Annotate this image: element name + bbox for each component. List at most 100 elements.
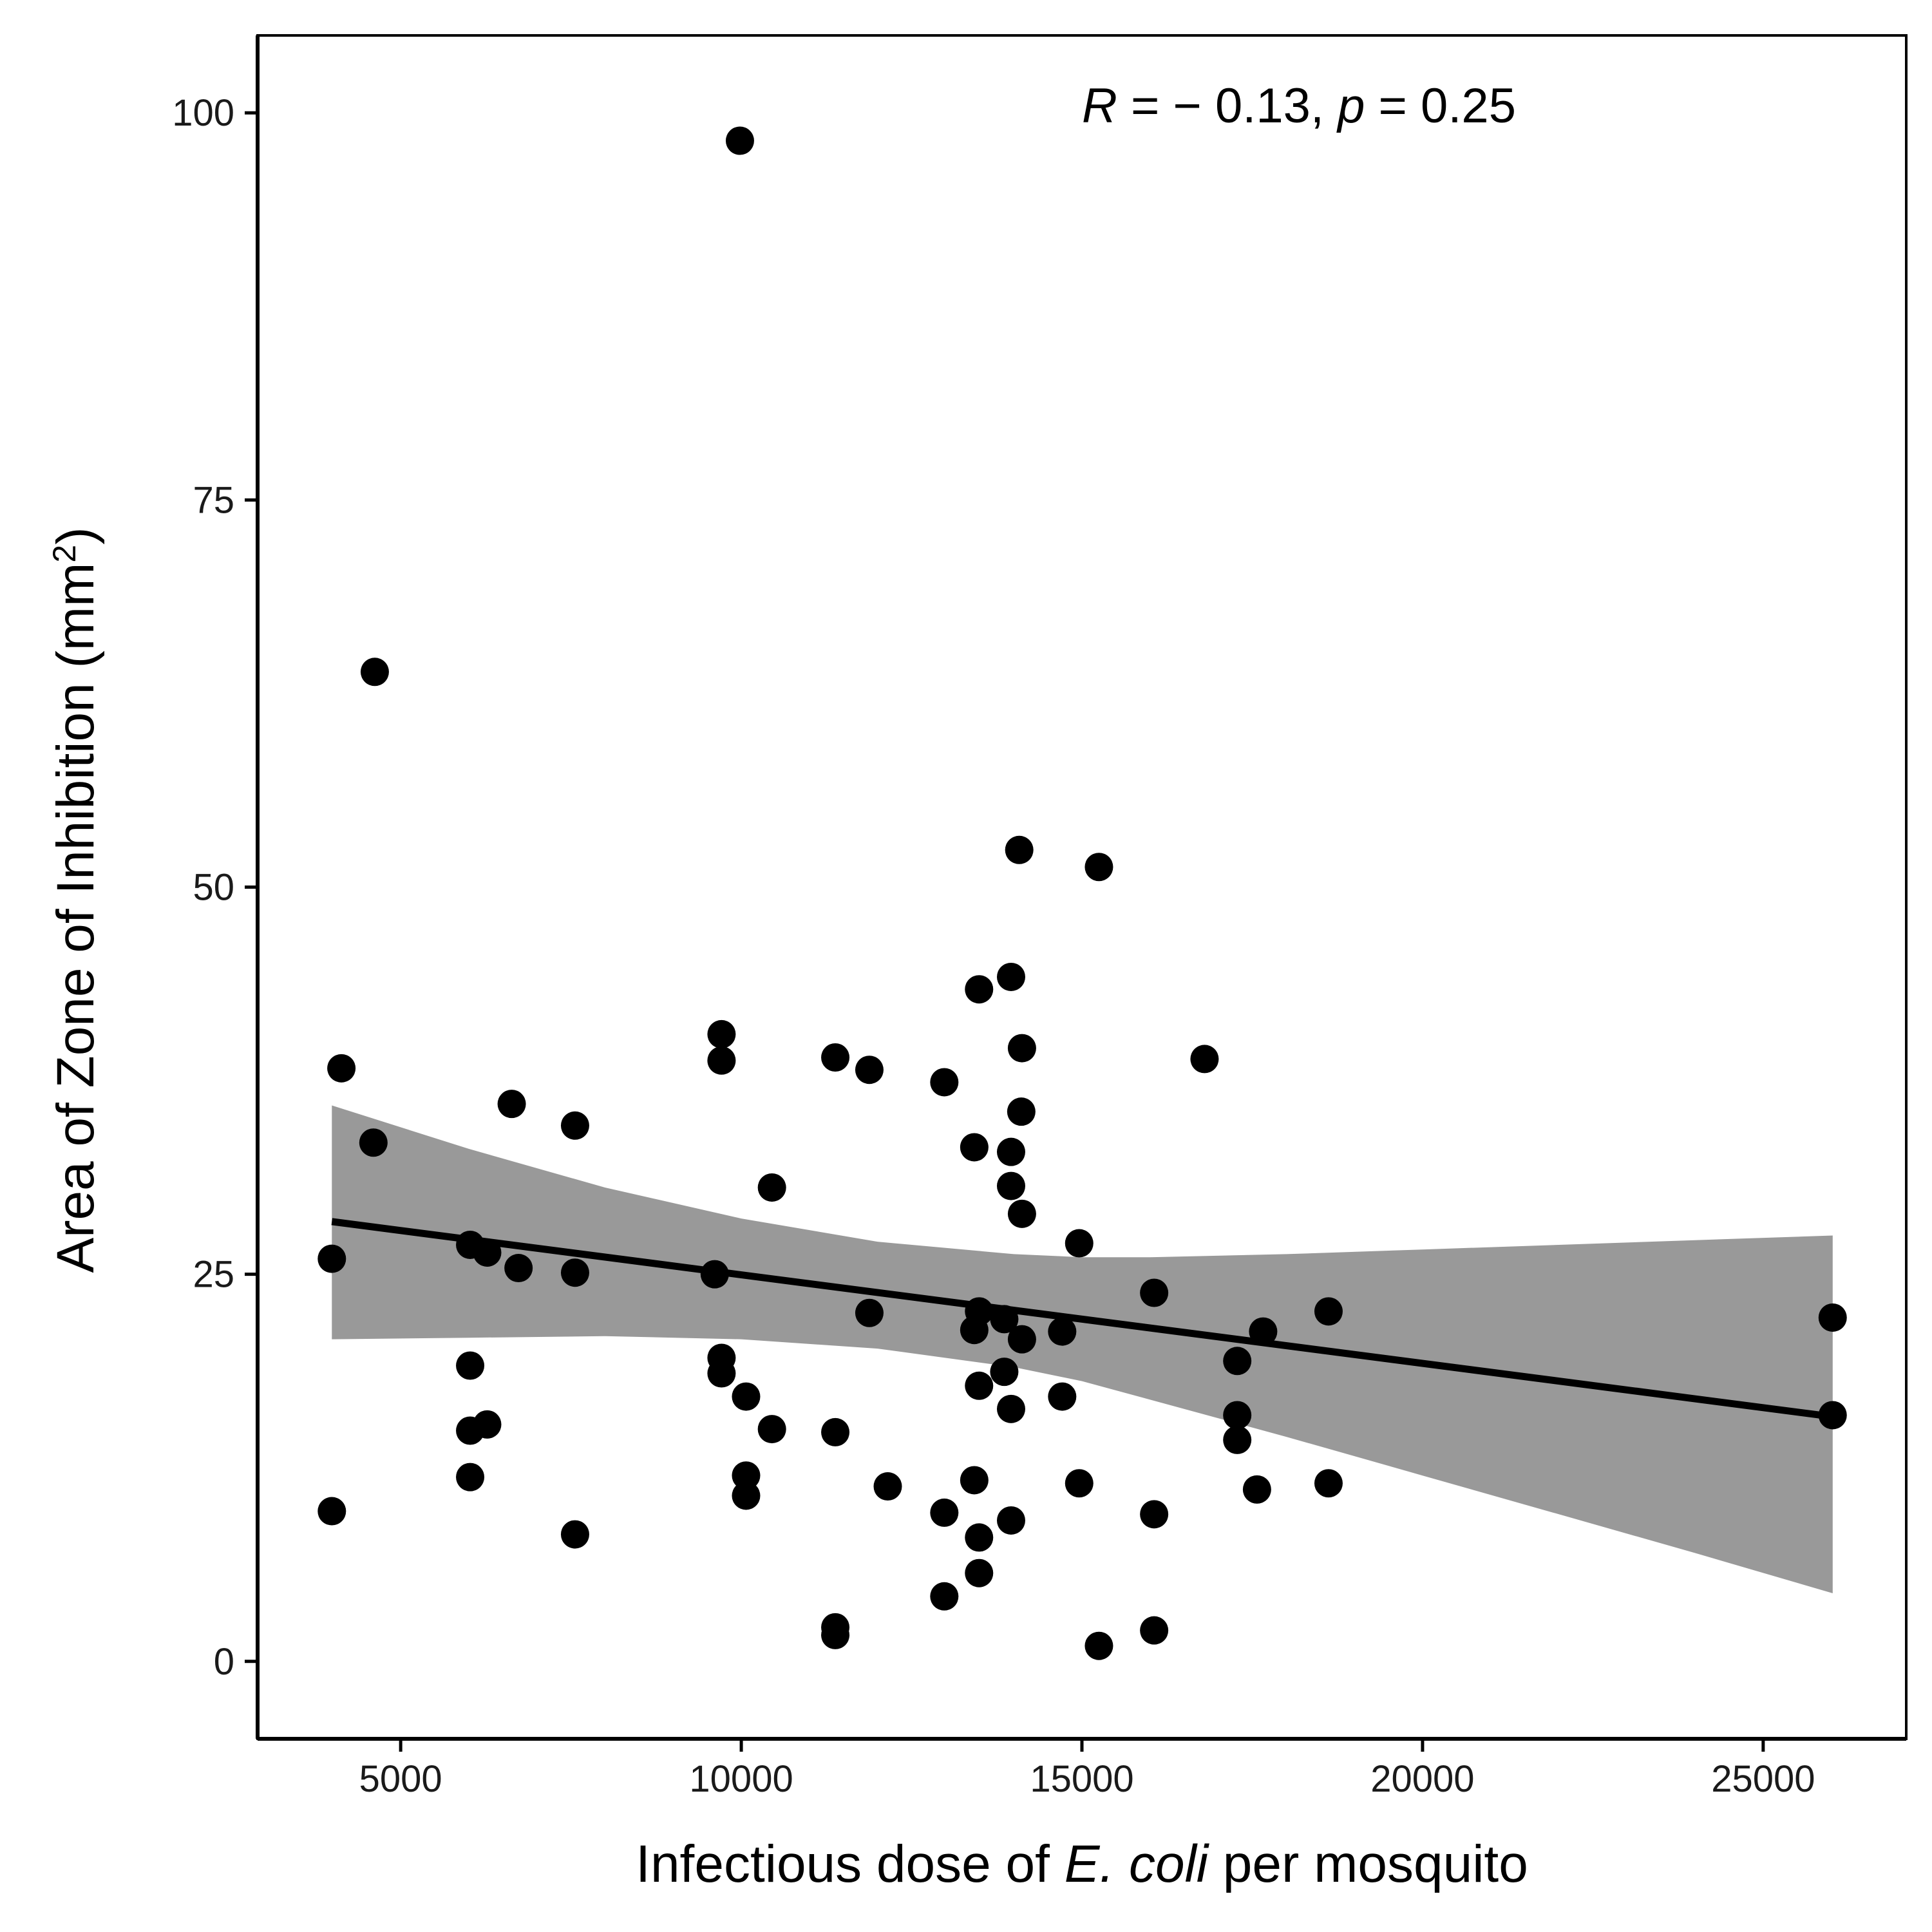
data-point — [732, 1481, 761, 1510]
data-point — [996, 1171, 1025, 1200]
axes-layer — [245, 34, 1908, 1752]
data-point — [560, 1111, 589, 1140]
data-point — [456, 1463, 485, 1492]
data-point — [855, 1298, 884, 1327]
annotation-part: p — [1336, 79, 1365, 133]
data-points-layer — [317, 126, 1847, 1660]
data-point — [1005, 835, 1034, 864]
y-tick-label: 100 — [172, 92, 234, 134]
y-tick-label: 50 — [193, 867, 234, 909]
y-tick-label: 75 — [193, 479, 234, 521]
data-point — [707, 1046, 736, 1075]
data-point — [725, 126, 754, 155]
data-point — [930, 1582, 959, 1611]
data-point — [707, 1359, 736, 1388]
confidence-band-layer — [332, 1105, 1833, 1593]
data-point — [1084, 1631, 1113, 1660]
data-point — [965, 1371, 994, 1400]
data-point — [996, 1506, 1025, 1535]
x-axis-title: Infectious dose of E. coli per mosquito — [636, 1835, 1528, 1893]
data-point — [473, 1238, 502, 1267]
data-point — [1818, 1401, 1847, 1430]
data-point — [560, 1258, 589, 1287]
data-point — [1084, 853, 1113, 882]
data-point — [504, 1254, 533, 1283]
x-tick-label: 25000 — [1711, 1758, 1815, 1800]
annotation-part: = − 0.13, — [1117, 79, 1338, 133]
data-point — [456, 1416, 485, 1445]
annotation-part: R — [1082, 79, 1117, 133]
data-point — [873, 1472, 902, 1501]
data-point — [700, 1260, 729, 1289]
y-axis-title-superscript: 2 — [46, 545, 82, 563]
data-point — [821, 1043, 850, 1072]
annotation-part: = 0.25 — [1365, 79, 1516, 133]
data-point — [732, 1382, 761, 1411]
data-point — [1242, 1475, 1271, 1504]
data-point — [960, 1316, 989, 1345]
data-point — [1818, 1303, 1847, 1332]
data-point — [757, 1173, 786, 1202]
data-point — [1190, 1045, 1219, 1074]
regression-line — [331, 1218, 1833, 1421]
data-point — [1223, 1425, 1252, 1454]
data-point — [960, 1133, 989, 1162]
data-point — [757, 1415, 786, 1444]
data-point — [996, 1137, 1025, 1166]
x-tick-label: 10000 — [689, 1758, 793, 1800]
data-point — [930, 1068, 959, 1097]
data-point — [1007, 1034, 1036, 1063]
confidence-band — [332, 1105, 1833, 1593]
fit-line-layer — [331, 1218, 1833, 1421]
data-point — [960, 1466, 989, 1495]
y-tick-label: 25 — [193, 1254, 234, 1296]
data-point — [560, 1520, 589, 1549]
x-tick-label: 20000 — [1370, 1758, 1474, 1800]
labels-layer: 5000 10000 15000 20000 25000 0 25 50 75 100 Infect… — [46, 79, 1815, 1893]
x-axis-title-part: Infectious dose of — [636, 1835, 1065, 1893]
data-point — [821, 1417, 850, 1446]
data-point — [1314, 1297, 1343, 1326]
data-point — [1140, 1500, 1169, 1529]
data-point — [1007, 1199, 1036, 1228]
x-tick-label: 15000 — [1030, 1758, 1133, 1800]
data-point — [855, 1056, 884, 1084]
data-point — [1007, 1325, 1036, 1354]
data-point — [1065, 1469, 1094, 1498]
data-point — [360, 658, 389, 687]
data-point — [965, 1558, 994, 1587]
x-tick-label: 5000 — [359, 1758, 442, 1800]
data-point — [965, 975, 994, 1004]
data-point — [732, 1461, 761, 1490]
data-point — [1140, 1278, 1169, 1307]
data-point — [707, 1019, 736, 1048]
data-point — [1048, 1382, 1077, 1411]
data-point — [1065, 1229, 1094, 1258]
data-point — [990, 1358, 1019, 1387]
data-point — [930, 1498, 959, 1527]
data-point — [996, 1394, 1025, 1423]
data-point — [1007, 1097, 1036, 1126]
data-point — [1048, 1317, 1077, 1346]
y-axis-title-part: ) — [46, 527, 105, 544]
correlation-annotation: R = − 0.13, p = 0.25 — [1082, 79, 1516, 133]
data-point — [965, 1523, 994, 1552]
data-point — [1140, 1616, 1169, 1645]
y-axis-title: Area of Zone of Inhibition (mm2) — [46, 527, 105, 1273]
data-point — [317, 1244, 346, 1273]
data-point — [1223, 1401, 1252, 1430]
data-point — [1223, 1347, 1252, 1376]
x-axis-title-part: E. coli — [1065, 1835, 1210, 1893]
data-point — [996, 962, 1025, 991]
y-tick-label: 0 — [214, 1641, 234, 1683]
data-point — [821, 1620, 850, 1649]
y-axis-title-part: Area of Zone of Inhibition (mm — [46, 563, 105, 1273]
data-point — [990, 1305, 1019, 1334]
data-point — [497, 1090, 526, 1119]
data-point — [456, 1351, 485, 1380]
data-point — [327, 1054, 356, 1083]
data-point — [359, 1128, 388, 1157]
data-point — [1249, 1317, 1278, 1346]
